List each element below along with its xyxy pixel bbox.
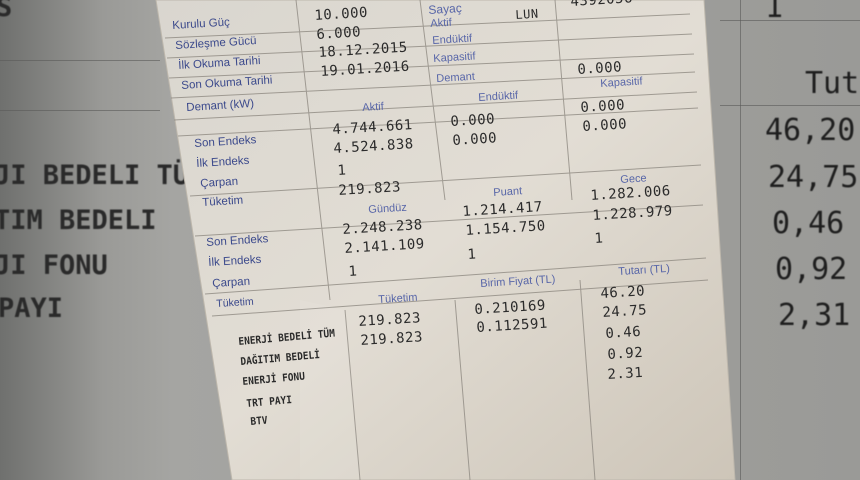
bg-left-text: JI BEDELI TÜM xyxy=(0,160,206,191)
divider xyxy=(740,0,741,480)
carpan-label: Çarpan xyxy=(212,275,251,290)
bg-left-text: TIM BEDELI xyxy=(0,205,157,236)
divider xyxy=(0,60,160,61)
bg-right-text: Tuta xyxy=(805,66,860,101)
gunduz-carpan: 1 xyxy=(348,263,358,280)
col-gunduz: Gündüz xyxy=(368,201,408,216)
kapasitif-label: Kapasitif xyxy=(433,50,476,65)
bg-right-text: 1 xyxy=(765,0,784,25)
tuketim-label: Tüketim xyxy=(216,295,255,310)
enduktif-son-endeks: 0.000 xyxy=(450,111,496,130)
divider xyxy=(720,105,860,106)
carpan-label: Çarpan xyxy=(200,175,239,190)
kurulu-guc-value: 10.000 xyxy=(314,4,369,24)
divider xyxy=(0,110,160,111)
col-kapasitif: Kapasitif xyxy=(600,75,643,90)
tuketim-label: Tüketim xyxy=(202,194,244,209)
charge-tutar: 0.46 xyxy=(605,323,642,342)
sayac-label: Sayaç xyxy=(428,0,463,17)
kapasitif-value: 0.000 xyxy=(582,116,628,135)
aktif-carpan: 1 xyxy=(337,162,347,179)
bg-left-text: JI FONU xyxy=(0,250,108,281)
enduktif-label: Endüktif xyxy=(432,32,473,47)
bg-left-text: PAYI xyxy=(0,293,64,324)
gece-carpan: 1 xyxy=(594,230,604,247)
bg-right-text: 0,92 xyxy=(775,252,848,287)
col-puant: Puant xyxy=(493,185,523,199)
bg-left-text: S xyxy=(0,0,13,23)
charge-tutar: 24.75 xyxy=(602,302,648,321)
kapasitif-value: 0.000 xyxy=(580,97,626,116)
lun-value: LUN xyxy=(515,6,539,22)
sozlesme-gucu-value: 6.000 xyxy=(316,24,362,43)
bg-right-text: 24,75 xyxy=(768,160,859,195)
charge-tutar: 46.20 xyxy=(600,283,646,302)
col-aktif: Aktif xyxy=(362,100,385,114)
bg-right-text: 0,46 xyxy=(772,206,845,241)
aktif-label: Aktif xyxy=(430,16,453,30)
demant-label: Demant xyxy=(436,70,476,85)
demant-value: 0.000 xyxy=(577,59,623,78)
puant-carpan: 1 xyxy=(467,246,477,263)
enduktif-ilk-endeks: 0.000 xyxy=(452,130,498,149)
charge-tutar: 2.31 xyxy=(607,364,644,383)
bg-right-text: 46,20 xyxy=(765,113,856,148)
charge-label: BTV xyxy=(250,414,269,428)
col-tuketim: Tüketim xyxy=(378,291,418,306)
charge-tutar: 0.92 xyxy=(607,344,644,363)
divider xyxy=(720,20,860,21)
bg-right-text: 2,31 xyxy=(778,298,851,333)
col-enduktif: Endüktif xyxy=(478,89,519,104)
